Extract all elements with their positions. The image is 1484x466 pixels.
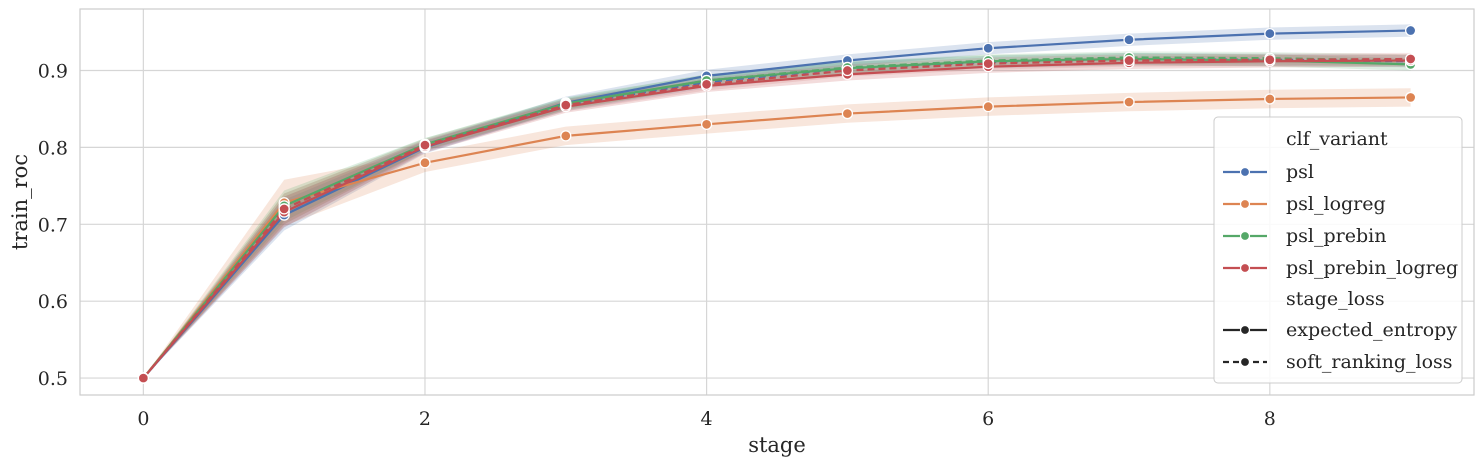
data-point: [1123, 96, 1135, 108]
data-point: [841, 107, 854, 120]
series-line: [142, 59, 1411, 379]
legend-marker: [1239, 198, 1251, 210]
legend-style-entries: expected_entropy soft_ranking_loss: [1223, 319, 1457, 373]
legend-hue-title: clf_variant: [1286, 128, 1388, 150]
legend-style-title: stage_loss: [1286, 288, 1385, 310]
legend-marker: [1239, 230, 1251, 242]
series-line: [142, 29, 1411, 379]
legend: clf_variant psl psl_logreg psl_prebin psl_p…: [1213, 116, 1463, 384]
y-tick-label: 0.6: [38, 291, 68, 313]
data-point: [419, 157, 431, 169]
y-tick-labels: 0.5 0.6 0.7 0.8 0.9: [38, 61, 68, 391]
legend-series-label: psl_prebin: [1286, 225, 1386, 247]
y-tick-label: 0.5: [38, 368, 68, 390]
legend-style-marker: [1239, 324, 1251, 336]
data-point: [419, 139, 431, 151]
series-line-dashed: [142, 57, 1411, 379]
data-point: [1123, 34, 1135, 46]
x-tick-label: 4: [701, 408, 713, 430]
data-point: [1123, 54, 1135, 67]
data-point: [700, 78, 713, 91]
data-point: [1264, 54, 1276, 66]
series-markers: [137, 24, 1417, 384]
x-axis-label: stage: [748, 433, 806, 457]
x-tick-label: 6: [982, 408, 994, 430]
confidence-band: [143, 88, 1411, 379]
legend-style-marker: [1239, 356, 1251, 368]
x-tick-labels: 0 2 4 6 8: [137, 408, 1276, 430]
data-point: [278, 203, 290, 215]
series-lines: [142, 29, 1411, 379]
x-tick-label: 0: [137, 408, 149, 430]
data-point: [1264, 93, 1276, 105]
legend-marker: [1239, 166, 1251, 178]
legend-marker: [1239, 262, 1251, 274]
legend-box: [1213, 116, 1463, 384]
data-point: [1404, 53, 1417, 65]
series-line: [142, 96, 1411, 379]
data-point: [560, 99, 572, 111]
legend-series-label: psl: [1286, 161, 1314, 183]
legend-style-label: expected_entropy: [1286, 319, 1457, 341]
y-tick-label: 0.9: [38, 61, 68, 83]
legend-series-entries: psl psl_logreg psl_prebin psl_prebin_logreg: [1223, 161, 1458, 279]
data-point: [1404, 91, 1417, 104]
y-tick-label: 0.7: [38, 214, 68, 236]
data-point: [982, 101, 994, 113]
x-tick-label: 8: [1264, 408, 1276, 430]
confidence-band: [143, 51, 1411, 379]
data-point: [982, 57, 994, 70]
legend-series-label: psl_logreg: [1286, 193, 1386, 215]
data-point: [700, 118, 713, 130]
data-point: [1264, 27, 1276, 40]
legend-style-label: soft_ranking_loss: [1286, 351, 1453, 373]
x-tick-label: 2: [419, 408, 431, 430]
data-point: [982, 42, 994, 54]
data-point: [841, 64, 854, 77]
y-tick-label: 0.8: [38, 137, 68, 159]
legend-series-label: psl_prebin_logreg: [1286, 257, 1458, 279]
data-point: [1404, 24, 1417, 37]
data-point: [560, 130, 572, 142]
data-point: [137, 372, 150, 384]
y-axis-label: train_roc: [8, 154, 32, 250]
plot-frame: [79, 8, 1475, 396]
